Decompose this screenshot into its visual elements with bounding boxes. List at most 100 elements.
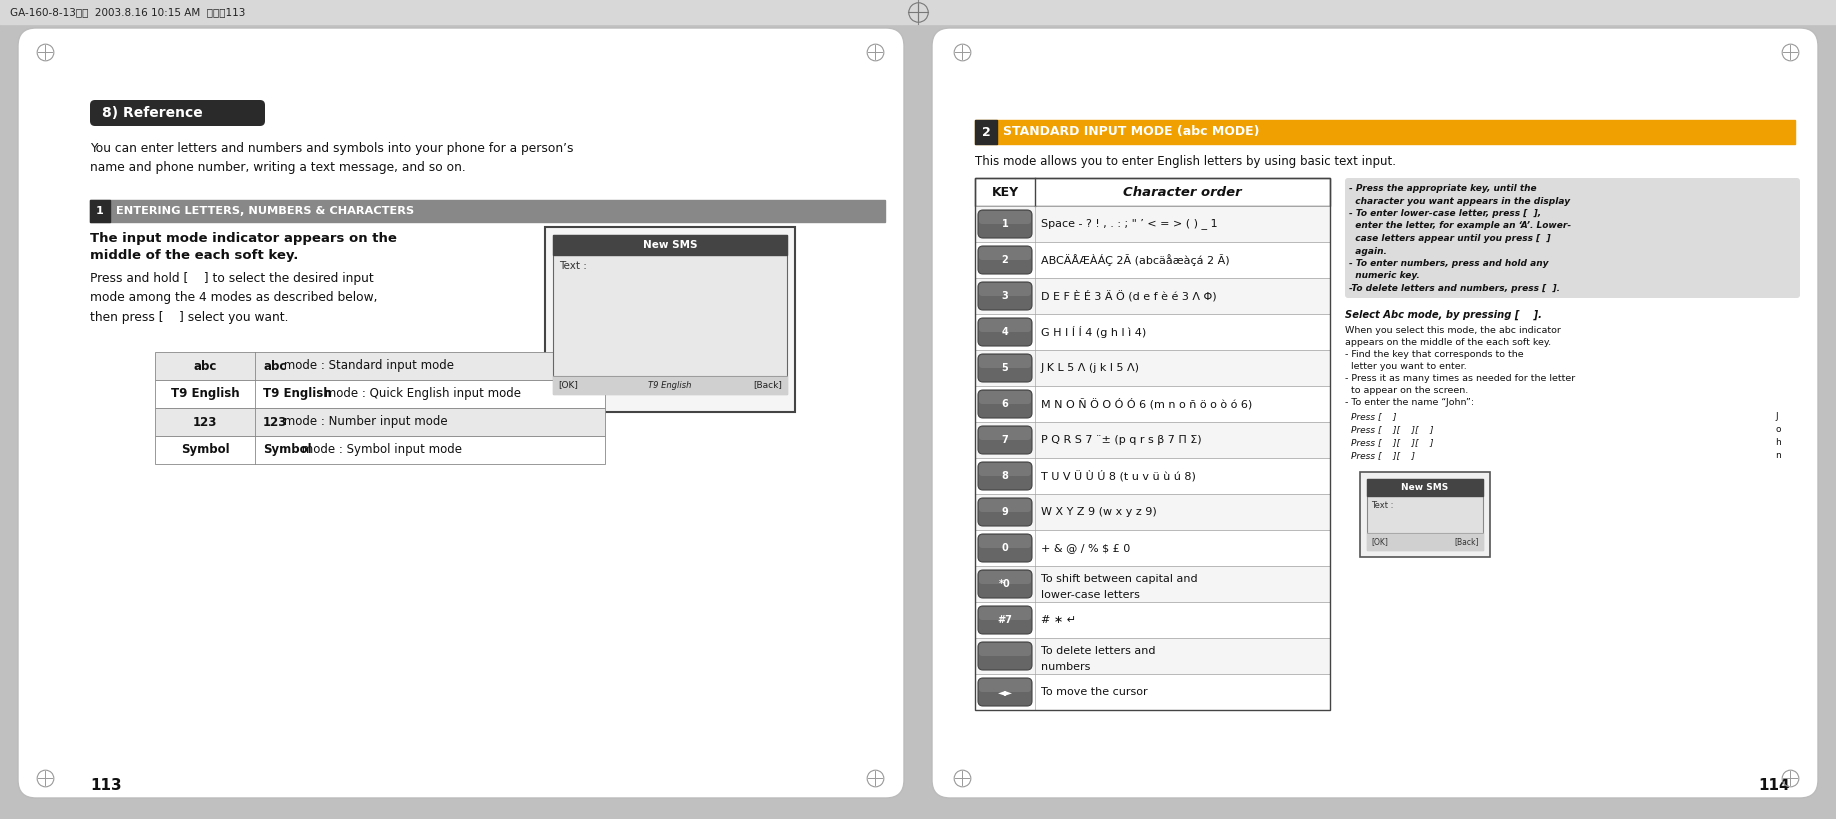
Bar: [975, 178, 1329, 206]
Bar: [975, 278, 1329, 314]
Text: To move the cursor: To move the cursor: [1041, 687, 1148, 697]
Text: Press [    ]: Press [ ]: [1351, 412, 1397, 421]
Text: 1: 1: [1002, 219, 1008, 229]
Text: character you want appears in the display: character you want appears in the displa…: [1349, 197, 1570, 206]
FancyBboxPatch shape: [18, 28, 903, 798]
Text: Select Abc mode, by pressing [    ].: Select Abc mode, by pressing [ ].: [1346, 310, 1542, 320]
FancyBboxPatch shape: [979, 606, 1032, 634]
Bar: [1368, 533, 1483, 550]
Text: # ∗ ↵: # ∗ ↵: [1041, 615, 1076, 625]
Bar: [975, 242, 1329, 278]
FancyBboxPatch shape: [979, 607, 1032, 620]
Text: You can enter letters and numbers and symbols into your phone for a person’s
nam: You can enter letters and numbers and sy…: [90, 142, 573, 174]
Text: h: h: [1775, 438, 1781, 447]
Text: New SMS: New SMS: [1401, 483, 1449, 492]
Text: 7: 7: [1002, 435, 1008, 445]
FancyBboxPatch shape: [979, 211, 1032, 224]
Text: [OK]: [OK]: [558, 381, 578, 390]
FancyBboxPatch shape: [979, 642, 1032, 670]
Text: [OK]: [OK]: [1371, 537, 1388, 546]
Bar: [553, 376, 788, 394]
Bar: [975, 120, 997, 144]
FancyBboxPatch shape: [979, 355, 1032, 368]
Text: - Press the appropriate key, until the: - Press the appropriate key, until the: [1349, 184, 1537, 193]
Bar: [975, 494, 1329, 530]
FancyBboxPatch shape: [979, 571, 1032, 584]
Text: J: J: [1775, 412, 1777, 421]
Text: Press [    ][    ][    ]: Press [ ][ ][ ]: [1351, 438, 1434, 447]
FancyBboxPatch shape: [979, 318, 1032, 346]
Bar: [975, 350, 1329, 386]
FancyBboxPatch shape: [979, 391, 1032, 404]
Text: GA-160-8-13영문  2003.8.16 10:15 AM  페이지113: GA-160-8-13영문 2003.8.16 10:15 AM 페이지113: [9, 7, 246, 17]
FancyBboxPatch shape: [979, 282, 1032, 310]
FancyBboxPatch shape: [979, 283, 1032, 296]
Text: To delete letters and: To delete letters and: [1041, 646, 1155, 656]
FancyBboxPatch shape: [979, 463, 1032, 476]
Text: 5: 5: [1002, 363, 1008, 373]
Text: 8: 8: [1002, 471, 1008, 481]
Text: W X Y Z 9 (w x y z 9): W X Y Z 9 (w x y z 9): [1041, 507, 1157, 517]
FancyBboxPatch shape: [979, 210, 1032, 238]
Text: To shift between capital and: To shift between capital and: [1041, 574, 1197, 584]
Bar: [975, 386, 1329, 422]
FancyBboxPatch shape: [979, 678, 1032, 706]
Text: - To enter lower-case letter, press [  ],: - To enter lower-case letter, press [ ],: [1349, 209, 1540, 218]
FancyBboxPatch shape: [979, 535, 1032, 548]
Bar: [975, 120, 1796, 144]
Text: G H I Í Í 4 (g h l ì 4): G H I Í Í 4 (g h l ì 4): [1041, 326, 1146, 338]
Bar: [154, 408, 606, 436]
Text: mode : Standard input mode: mode : Standard input mode: [281, 360, 453, 373]
Bar: [1360, 472, 1491, 557]
Text: Symbol: Symbol: [263, 444, 312, 456]
Text: 2: 2: [1002, 255, 1008, 265]
Text: + & @ / % $ £ 0: + & @ / % $ £ 0: [1041, 543, 1131, 553]
Bar: [154, 380, 606, 408]
Text: Symbol: Symbol: [180, 444, 230, 456]
FancyBboxPatch shape: [979, 354, 1032, 382]
FancyBboxPatch shape: [979, 319, 1032, 332]
FancyBboxPatch shape: [979, 498, 1032, 526]
Text: The input mode indicator appears on the: The input mode indicator appears on the: [90, 232, 397, 245]
FancyBboxPatch shape: [979, 570, 1032, 598]
Bar: [975, 602, 1329, 638]
Text: When you select this mode, the abc indicator: When you select this mode, the abc indic…: [1346, 326, 1561, 335]
Text: middle of the each soft key.: middle of the each soft key.: [90, 249, 299, 262]
Bar: [90, 200, 885, 222]
Text: mode : Number input mode: mode : Number input mode: [281, 415, 448, 428]
Text: lower-case letters: lower-case letters: [1041, 590, 1140, 600]
Text: [Back]: [Back]: [753, 381, 782, 390]
Bar: [553, 235, 788, 255]
Text: 6: 6: [1002, 399, 1008, 409]
Text: - To enter the name “John”:: - To enter the name “John”:: [1346, 398, 1474, 407]
Bar: [154, 436, 606, 464]
Text: T U V Ü Ù Ú 8 (t u v ü ù ú 8): T U V Ü Ù Ú 8 (t u v ü ù ú 8): [1041, 470, 1195, 482]
FancyBboxPatch shape: [979, 427, 1032, 440]
Text: Press [    ][    ][    ]: Press [ ][ ][ ]: [1351, 425, 1434, 434]
Bar: [975, 206, 1329, 242]
Text: o: o: [1775, 425, 1781, 434]
Text: 114: 114: [1759, 777, 1790, 793]
FancyBboxPatch shape: [1346, 178, 1799, 298]
Bar: [975, 178, 1329, 710]
Text: ENTERING LETTERS, NUMBERS & CHARACTERS: ENTERING LETTERS, NUMBERS & CHARACTERS: [116, 206, 415, 216]
Text: 9: 9: [1002, 507, 1008, 517]
Text: [Back]: [Back]: [1454, 537, 1480, 546]
Text: P Q R S 7 ¨± (p q r s β 7 Π Σ): P Q R S 7 ¨± (p q r s β 7 Π Σ): [1041, 435, 1201, 445]
Bar: [90, 200, 110, 222]
Text: Text :: Text :: [558, 261, 588, 271]
FancyBboxPatch shape: [979, 247, 1032, 260]
FancyBboxPatch shape: [979, 679, 1032, 692]
Text: mode : Symbol input mode: mode : Symbol input mode: [297, 444, 463, 456]
Text: - To enter numbers, press and hold any: - To enter numbers, press and hold any: [1349, 259, 1548, 268]
Text: 123: 123: [263, 415, 288, 428]
Text: STANDARD INPUT MODE (abc MODE): STANDARD INPUT MODE (abc MODE): [1002, 125, 1259, 138]
Text: J K L 5 Λ (j k l 5 Λ): J K L 5 Λ (j k l 5 Λ): [1041, 363, 1140, 373]
Text: D E F È É 3 Ä Ö (d e f è é 3 Λ Φ): D E F È É 3 Ä Ö (d e f è é 3 Λ Φ): [1041, 290, 1217, 301]
Text: Space - ? ! , . : ; " ’ < = > ( ) _ 1: Space - ? ! , . : ; " ’ < = > ( ) _ 1: [1041, 219, 1217, 229]
Text: abc: abc: [263, 360, 286, 373]
Bar: [975, 674, 1329, 710]
FancyBboxPatch shape: [979, 390, 1032, 418]
Text: 1: 1: [95, 206, 105, 216]
Bar: [975, 422, 1329, 458]
